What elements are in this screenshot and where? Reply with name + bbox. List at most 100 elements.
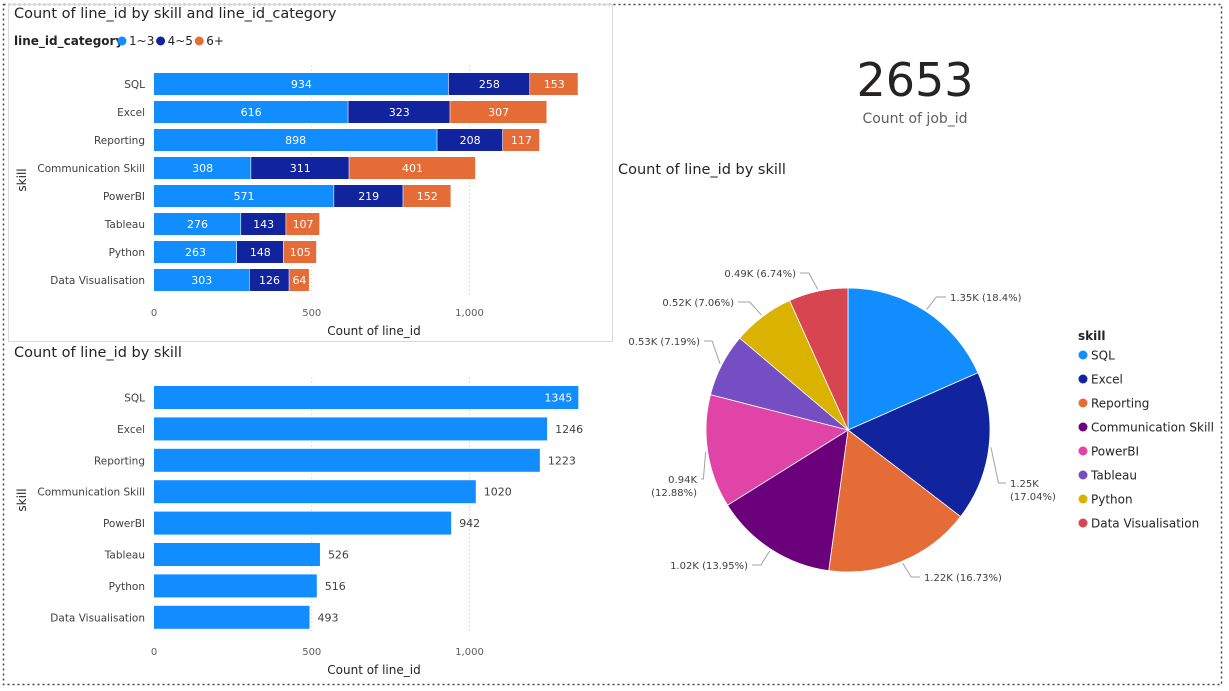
pie-data-label-sql: 1.35K (18.4%) xyxy=(950,293,1022,304)
bar-segment[interactable] xyxy=(154,129,437,151)
pie-chart[interactable]: Count of line_id by skill 1.35K (18.4%) 1… xyxy=(618,162,1214,584)
bar-segment[interactable] xyxy=(154,185,334,207)
data-label: 323 xyxy=(389,106,410,119)
bar-segment-reporting-4-5[interactable]: 208 xyxy=(437,129,503,151)
legend-item-python[interactable]: Python xyxy=(1078,493,1133,507)
bar-segment-excel-1-3[interactable]: 616 xyxy=(154,101,348,123)
bar-chart[interactable]: Count of line_id by skill 1345 1246 1223 10… xyxy=(14,345,583,677)
bar-segment-communication-skill-4-5[interactable]: 311 xyxy=(251,157,349,179)
pie-slice-reporting[interactable] xyxy=(828,429,962,573)
bar-segment-data-visualisation-6[interactable]: 64 xyxy=(289,269,309,291)
bar-segment[interactable] xyxy=(349,157,476,179)
pie-slice-excel[interactable] xyxy=(847,372,991,518)
bar-segment[interactable] xyxy=(241,213,286,235)
legend-item-tableau[interactable]: Tableau xyxy=(1078,469,1138,483)
pie-data-label-data-visualisation: 0.49K (6.74%) xyxy=(724,269,796,280)
bar-segment-tableau-4-5[interactable]: 143 xyxy=(241,213,286,235)
legend-item-reporting[interactable]: Reporting xyxy=(1078,397,1150,411)
legend-item-excel[interactable]: Excel xyxy=(1078,373,1123,387)
pie-slice-powerbi[interactable] xyxy=(705,394,850,506)
bar-segment[interactable] xyxy=(251,157,349,179)
bar[interactable] xyxy=(154,543,320,566)
bar-segment[interactable] xyxy=(154,73,449,95)
bar-segment-sql-6[interactable]: 153 xyxy=(530,73,578,95)
pie-slice-sql[interactable] xyxy=(847,287,979,431)
data-label: 303 xyxy=(191,274,212,287)
legend-item-6[interactable]: 6+ xyxy=(194,34,224,48)
legend-item-4-5[interactable]: 4~5 xyxy=(156,34,193,48)
kpi-card[interactable]: 2653 Count of job_id xyxy=(856,53,973,127)
bar-segment-python-4-5[interactable]: 148 xyxy=(236,241,284,263)
bar-segment[interactable] xyxy=(348,101,450,123)
bar-segment-reporting-1-3[interactable]: 898 xyxy=(154,129,437,151)
bar[interactable] xyxy=(154,574,317,598)
bar-segment-reporting-6[interactable]: 117 xyxy=(502,129,540,151)
bar-segment[interactable] xyxy=(286,213,320,235)
legend-item-1-3[interactable]: 1~3 xyxy=(117,34,155,48)
bar-segment[interactable] xyxy=(450,101,547,123)
bar-segment-tableau-1-3[interactable]: 276 xyxy=(154,213,241,235)
bar-excel[interactable]: 1246 xyxy=(154,417,583,441)
bar-segment[interactable] xyxy=(154,213,241,235)
legend-label: Communication Skill xyxy=(1091,421,1214,435)
bar-segment-data-visualisation-1-3[interactable]: 303 xyxy=(154,269,249,291)
bar-segment[interactable] xyxy=(334,185,403,207)
bar[interactable] xyxy=(154,511,452,535)
bar-segment-powerbi-4-5[interactable]: 219 xyxy=(334,185,403,207)
bar-tableau[interactable]: 526 xyxy=(154,543,349,566)
stacked-bar-chart[interactable]: Count of line_id by skill and line_id_ca… xyxy=(14,6,578,338)
bar[interactable] xyxy=(154,480,476,504)
y-tick-label: Data Visualisation xyxy=(50,275,145,287)
bar-segment[interactable] xyxy=(154,157,251,179)
bar-sql[interactable]: 1345 xyxy=(154,386,579,409)
bar-segment-powerbi-1-3[interactable]: 571 xyxy=(154,185,334,207)
bar-segment-sql-1-3[interactable]: 934 xyxy=(154,73,449,95)
bar-segment[interactable] xyxy=(448,73,530,95)
legend-item-data-visualisation[interactable]: Data Visualisation xyxy=(1078,517,1200,531)
bar-segment[interactable] xyxy=(283,241,317,263)
data-label: 258 xyxy=(479,78,500,91)
bar-segment[interactable] xyxy=(403,185,451,207)
bar-segment-tableau-6[interactable]: 107 xyxy=(286,213,320,235)
bar-segment-communication-skill-1-3[interactable]: 308 xyxy=(154,157,251,179)
report-border xyxy=(2,3,1223,686)
legend-label: SQL xyxy=(1091,349,1115,363)
kpi-label: Count of job_id xyxy=(862,111,967,127)
bar-segment[interactable] xyxy=(154,241,237,263)
bar[interactable] xyxy=(154,417,548,441)
bar-segment-excel-4-5[interactable]: 323 xyxy=(348,101,450,123)
bar-data-visualisation[interactable]: 493 xyxy=(154,605,339,629)
bar-segment-python-1-3[interactable]: 263 xyxy=(154,241,237,263)
bar-python[interactable]: 516 xyxy=(154,574,346,598)
bar-segment-sql-4-5[interactable]: 258 xyxy=(448,73,530,95)
pie-data-label-communication-skill: 1.02K (13.95%) xyxy=(670,561,748,572)
bar-segment-powerbi-6[interactable]: 152 xyxy=(403,185,451,207)
bar[interactable] xyxy=(154,605,310,629)
bar[interactable] xyxy=(154,448,540,472)
bar-segment-communication-skill-6[interactable]: 401 xyxy=(349,157,476,179)
leader-line xyxy=(926,296,946,310)
visual-container-stacked-bar[interactable] xyxy=(8,4,613,342)
bar-segment-data-visualisation-4-5[interactable]: 126 xyxy=(249,269,289,291)
bar-segment[interactable] xyxy=(437,129,503,151)
bar-segment[interactable] xyxy=(249,269,289,291)
pie-slice-communication-skill[interactable] xyxy=(726,429,849,572)
bar-communication-skill[interactable]: 1020 xyxy=(154,480,512,504)
bar-segment[interactable] xyxy=(154,101,348,123)
bar-segment[interactable] xyxy=(154,269,249,291)
legend-item-communication-skill[interactable]: Communication Skill xyxy=(1078,421,1214,435)
bar[interactable] xyxy=(154,386,579,409)
bar-segment[interactable] xyxy=(236,241,284,263)
bar-reporting[interactable]: 1223 xyxy=(154,448,576,472)
bar-segment[interactable] xyxy=(502,129,540,151)
bar-segment-python-6[interactable]: 105 xyxy=(283,241,317,263)
bar-segment[interactable] xyxy=(289,269,309,291)
legend-item-powerbi[interactable]: PowerBI xyxy=(1078,445,1140,459)
pie-slice-data-visualisation[interactable] xyxy=(789,287,849,431)
legend-item-sql[interactable]: SQL xyxy=(1078,349,1116,363)
bar-powerbi[interactable]: 942 xyxy=(154,511,480,535)
x-axis-title: Count of line_id xyxy=(327,324,420,338)
bar-segment[interactable] xyxy=(530,73,578,95)
bar-segment-excel-6[interactable]: 307 xyxy=(450,101,547,123)
